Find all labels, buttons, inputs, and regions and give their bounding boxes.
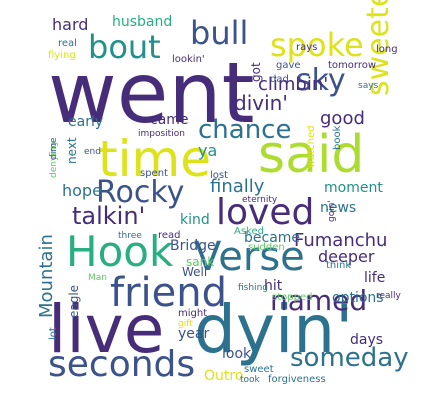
word-finally: finally [210, 176, 265, 197]
word-sudden: sudden [248, 242, 285, 253]
word-fishing: fishing [238, 283, 268, 293]
word-asked: Asked [234, 226, 264, 237]
word-says: says [358, 81, 379, 91]
word-live: live [48, 291, 164, 368]
word-eagle: eagle [67, 285, 81, 318]
word-talkin: talkin' [72, 202, 145, 230]
word-spoke: spoke [270, 26, 364, 64]
word-sweeter: sweeter [361, 0, 396, 96]
word-stopped: stopped [272, 292, 312, 303]
word-moment: moment [324, 180, 383, 196]
word-sweet: sweet [244, 364, 274, 375]
word-look: look [222, 346, 252, 362]
word-book: book [332, 125, 343, 150]
word-forgiveness: forgiveness [268, 374, 326, 385]
word-think: think [326, 260, 351, 271]
word-took: took [240, 375, 261, 385]
word-lot: lot [48, 327, 59, 340]
word-watched: watched [306, 125, 317, 168]
word-gift: gift [178, 319, 193, 329]
word-dyin: dyin' [194, 291, 353, 368]
word-hope: hope [62, 181, 102, 200]
word-someday: someday [290, 343, 409, 373]
word-bout: bout [88, 28, 161, 66]
word-long: long [376, 44, 398, 55]
word-came: came [150, 112, 189, 128]
word-said: said [258, 125, 364, 185]
word-went: went [48, 44, 255, 142]
word-rays: rays [296, 42, 317, 53]
word-husband: husband [112, 14, 172, 30]
word-well: Well [182, 265, 207, 279]
word-read: read [158, 230, 181, 241]
word-climbin: climbin' [258, 74, 328, 95]
word-lost: lost [210, 170, 228, 181]
word-time: time [98, 130, 211, 188]
word-spent: spent [140, 168, 168, 179]
word-year: year [178, 326, 209, 342]
word-bridge: Bridge [170, 238, 216, 254]
word-rocky: Rocky [96, 175, 184, 210]
word-dad: dad [270, 74, 289, 85]
word-tomorrow: tomorrow [328, 60, 376, 71]
word-news: news [320, 200, 356, 216]
word-seconds: seconds [48, 344, 195, 385]
word-flying: flying [48, 50, 76, 61]
word-loved: loved [216, 192, 314, 233]
word-sank: sank [186, 255, 214, 269]
word-got: got [249, 62, 263, 82]
word-early: early [68, 114, 103, 130]
word-friend: friend [110, 270, 227, 316]
word-dime: dime [49, 137, 59, 160]
word-eternity: eternity [242, 195, 278, 205]
word-next: next [65, 137, 79, 164]
word-named: named [270, 284, 367, 317]
word-divin: divin' [234, 91, 288, 115]
word-denying: denying [49, 142, 59, 178]
word-might: might [178, 308, 207, 319]
word-chance: chance [198, 115, 291, 145]
word-mountain: Mountain [36, 234, 57, 318]
word-man: Man [88, 273, 107, 283]
word-deeper: deeper [318, 247, 375, 266]
word-life: life [364, 270, 385, 286]
word-ya: ya [198, 141, 217, 160]
word-goin: goin' [327, 200, 337, 222]
word-lookin: lookin' [172, 54, 205, 65]
word-hit: hit [264, 278, 283, 294]
word-gave: gave [276, 60, 301, 71]
word-fumanchu: Fumanchu [294, 230, 387, 251]
word-end: end [84, 147, 101, 157]
word-imposition: imposition [138, 129, 185, 139]
word-hard: hard [52, 15, 88, 34]
word-verse: Verse [194, 234, 305, 280]
word-became: became [244, 230, 300, 246]
word-sky: sky [296, 63, 346, 98]
word-options: options [332, 290, 384, 306]
word-days: days [350, 332, 383, 348]
word-real: real [58, 38, 77, 49]
word-outro: Outro [204, 368, 243, 384]
word-really: really [376, 291, 402, 301]
word-three: three [118, 231, 142, 241]
word-good: good [320, 108, 365, 129]
word-hook: Hook [66, 227, 174, 276]
word-kind: kind [180, 212, 210, 228]
word-bull: bull [190, 14, 248, 52]
